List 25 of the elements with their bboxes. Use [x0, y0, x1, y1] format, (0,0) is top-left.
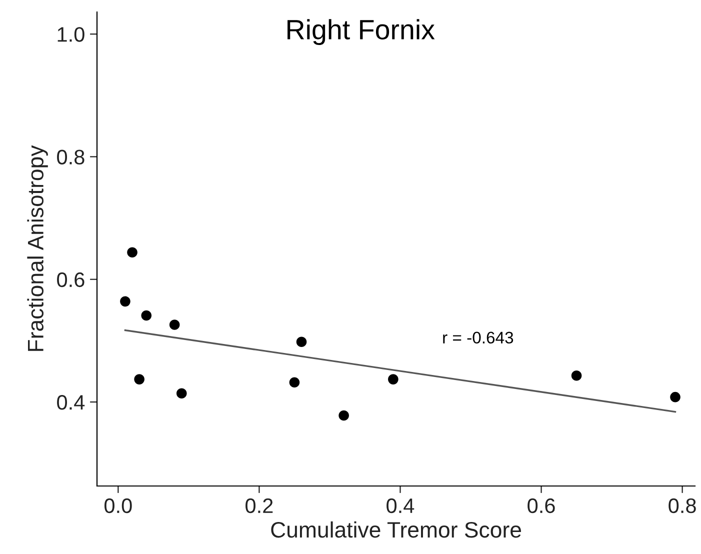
- x-axis-title: Cumulative Tremor Score: [271, 521, 521, 538]
- annotation: r = -0.643: [443, 332, 514, 344]
- x-tick-label: 0.4: [386, 498, 414, 514]
- point: [338, 410, 349, 421]
- point: [141, 310, 152, 321]
- point: [120, 296, 130, 307]
- y-tick-label: 0.4: [57, 394, 85, 410]
- x-tick-label: 0.2: [246, 498, 273, 514]
- point: [670, 392, 680, 402]
- point: [169, 320, 180, 330]
- point: [289, 377, 300, 388]
- y-tick-label: 1.0: [58, 27, 84, 42]
- y-tick-label: 0.8: [57, 150, 84, 164]
- y-axis-title: Fractional Anisotropy: [27, 145, 48, 351]
- x-tick-label: 0.0: [104, 498, 132, 514]
- point: [388, 374, 398, 384]
- point: [127, 247, 138, 258]
- point: [134, 374, 144, 384]
- point: [571, 370, 582, 381]
- point: [176, 388, 187, 399]
- x-tick-label: 0.6: [528, 498, 555, 514]
- chart-title: Right Fornix: [288, 19, 435, 46]
- y-tick-label: 0.6: [57, 272, 84, 288]
- x-tick-label: 0.8: [668, 498, 696, 514]
- point: [296, 336, 307, 348]
